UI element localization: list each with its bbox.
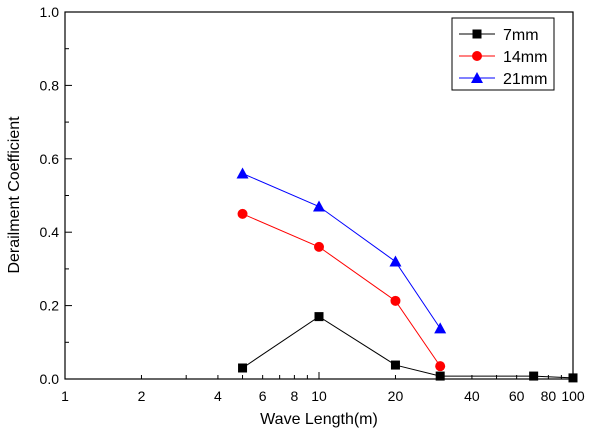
x-axis-title: Wave Length(m) (260, 411, 378, 428)
legend-label: 14mm (503, 49, 547, 66)
y-axis-title: Derailment Coefficient (6, 116, 23, 274)
data-point-7mm (529, 371, 539, 381)
x-tick-label: 80 (541, 388, 557, 404)
x-tick-label: 40 (464, 388, 480, 404)
legend-label: 7mm (503, 27, 539, 44)
legend: 7mm 14mm 21mm (451, 17, 555, 91)
x-tick-label: 60 (509, 388, 525, 404)
data-point-14mm (435, 361, 446, 372)
data-point-7mm (238, 363, 248, 373)
y-tick-label: 0.0 (40, 371, 60, 387)
series-line-7mm (242, 316, 574, 379)
x-tick-label: 1 (61, 388, 69, 404)
data-point-7mm (568, 373, 578, 383)
x-axis: 1 2 4 6 8 10 20 40 60 80 100 (61, 372, 585, 404)
x-tick-label: 20 (388, 388, 404, 404)
x-tick-label: 2 (138, 388, 146, 404)
series-layer (236, 167, 578, 383)
data-point-21mm (434, 322, 447, 334)
data-point-7mm (390, 360, 400, 370)
x-tick-label: 6 (259, 388, 267, 404)
data-point-21mm (313, 200, 325, 212)
y-tick-label: 0.2 (40, 298, 60, 314)
y-axis: 0.0 0.2 0.4 0.6 0.8 1.0 (40, 4, 72, 387)
y-tick-label: 0.8 (40, 77, 60, 93)
legend-marker (472, 29, 482, 39)
legend-label: 21mm (503, 71, 547, 88)
data-point-14mm (237, 208, 248, 219)
x-tick-label: 8 (290, 388, 298, 404)
y-tick-label: 0.4 (40, 224, 60, 240)
legend-marker (471, 72, 483, 83)
data-point-21mm (389, 255, 402, 267)
series-line-21mm (242, 173, 441, 329)
x-tick-label: 10 (311, 388, 327, 404)
data-point-7mm (435, 371, 445, 381)
legend-marker (472, 51, 482, 61)
data-point-14mm (390, 295, 401, 306)
x-tick-label: 100 (561, 388, 585, 404)
y-tick-label: 1.0 (40, 4, 60, 20)
data-point-14mm (314, 241, 324, 252)
y-tick-label: 0.6 (40, 151, 60, 167)
data-point-7mm (314, 312, 324, 322)
series-line-14mm (242, 213, 441, 367)
data-point-21mm (236, 167, 249, 179)
x-tick-label: 4 (214, 388, 222, 404)
